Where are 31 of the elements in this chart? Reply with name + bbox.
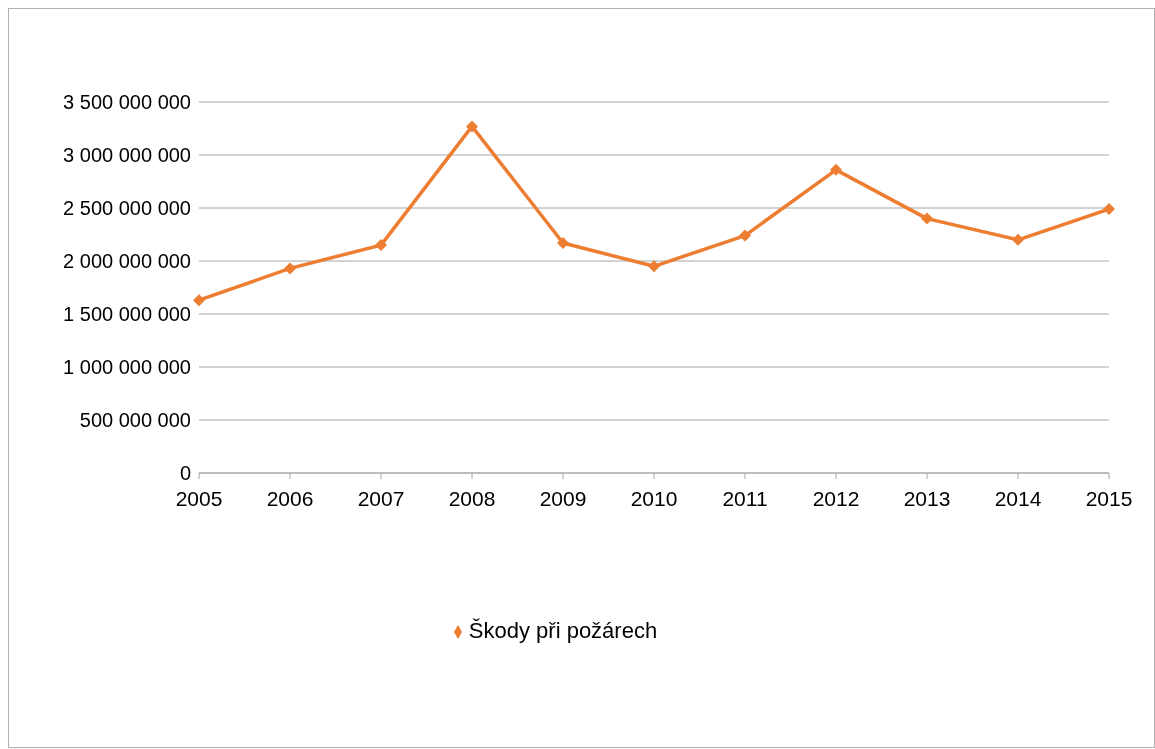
x-tick-label: 2011	[722, 486, 768, 510]
y-tick-label: 3 000 000 000	[63, 144, 191, 167]
point	[830, 163, 842, 176]
point	[1012, 233, 1024, 246]
point	[648, 260, 660, 273]
legend-label: Škody při požárech	[468, 618, 658, 643]
y-tick-label: 2 000 000 000	[63, 250, 191, 273]
x-tick-label: 2014	[994, 486, 1042, 510]
y-tick-label: 0	[179, 462, 191, 485]
x-tick-label: 2008	[448, 486, 496, 510]
y-tick-label: 2 500 000 000	[63, 197, 191, 220]
y-tick-label: 3 500 000 000	[63, 91, 191, 114]
point	[375, 239, 387, 252]
point	[557, 236, 569, 249]
x-tick-label: 2007	[357, 486, 405, 510]
point	[921, 212, 933, 225]
x-tick-label: 2015	[1085, 486, 1133, 510]
x-tick-label: 2009	[539, 486, 587, 510]
y-tick-label: 1 500 000 000	[63, 303, 191, 326]
y-tick-label: 500 000 000	[79, 409, 191, 432]
point	[739, 229, 751, 242]
x-tick-label: 2005	[175, 486, 223, 510]
point	[466, 120, 478, 133]
x-tick-label: 2012	[812, 486, 860, 510]
x-tick-label: 2013	[903, 486, 951, 510]
x-tick-label: 2006	[266, 486, 314, 510]
y-tick-label: 1 000 000 000	[63, 356, 191, 379]
point	[284, 262, 296, 275]
point	[1103, 203, 1115, 216]
point	[193, 294, 205, 307]
x-tick-label: 2010	[630, 486, 678, 510]
